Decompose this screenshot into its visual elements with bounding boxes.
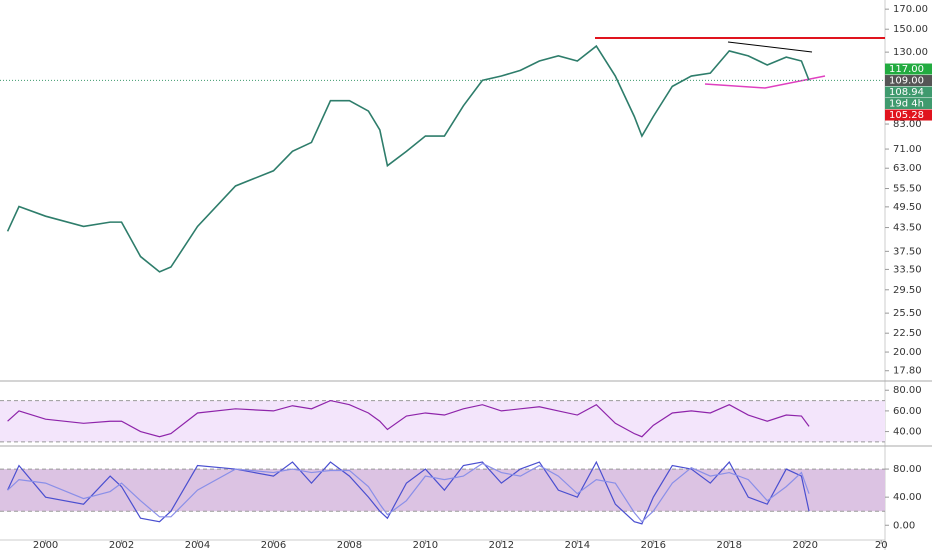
x-tick-label: 2014 — [565, 540, 590, 550]
y-tick-label: 40.00 — [893, 427, 922, 438]
band — [0, 400, 885, 442]
trend-line — [704, 75, 826, 89]
y-tick-label: 60.00 — [893, 406, 922, 417]
price-label: 19d 4h — [889, 99, 924, 110]
price-label-box — [885, 109, 932, 121]
y-tick-label: 130.00 — [893, 47, 928, 58]
series-line — [7, 460, 810, 525]
x-tick-label: 2020 — [793, 540, 818, 550]
y-tick-label: 170.00 — [893, 4, 928, 15]
y-tick-label: 29.50 — [893, 285, 922, 296]
price-label: 109.00 — [889, 76, 924, 87]
y-tick-label: 22.50 — [893, 328, 922, 339]
y-tick-label: 43.50 — [893, 223, 922, 234]
y-tick-label: 17.80 — [893, 366, 922, 377]
price-label: 108.94 — [889, 87, 924, 98]
x-tick-label: 2016 — [641, 540, 666, 550]
y-tick-label: 25.50 — [893, 308, 922, 319]
y-tick-label: 20.00 — [893, 347, 922, 358]
series-line — [7, 399, 810, 438]
series-line — [6, 44, 810, 273]
price-label-box — [885, 86, 932, 98]
y-tick-label: 80.00 — [893, 464, 922, 475]
price-label-box — [885, 75, 932, 87]
y-tick-label: 37.50 — [893, 246, 922, 257]
y-tick-label: 83.00 — [893, 119, 922, 130]
y-tick-label: 40.00 — [893, 492, 922, 503]
y-tick-label: 150.00 — [893, 24, 928, 35]
price-label: 105.28 — [889, 110, 924, 121]
y-tick-label: 71.00 — [893, 144, 922, 155]
x-tick-label: 2004 — [185, 540, 210, 550]
price-label-box — [885, 98, 932, 110]
price-label: 117.00 — [889, 64, 924, 75]
y-tick-label: 55.50 — [893, 184, 922, 195]
y-tick-label: 63.00 — [893, 163, 922, 174]
x-tick-label: 2000 — [33, 540, 58, 550]
y-tick-label: 33.50 — [893, 264, 922, 275]
series-line — [7, 462, 810, 523]
y-tick-label: 0.00 — [893, 520, 915, 531]
x-tick-label: 2008 — [337, 540, 362, 550]
y-tick-label: 80.00 — [893, 385, 922, 396]
x-tick-label: 2012 — [489, 540, 514, 550]
trend-line — [727, 41, 813, 53]
y-tick-label: 49.50 — [893, 202, 922, 213]
x-tick-label: 2002 — [109, 540, 134, 550]
price-label-box — [885, 63, 932, 75]
x-tick-label: 2006 — [261, 540, 286, 550]
x-tick-label: 20 — [875, 540, 888, 550]
x-tick-label: 2018 — [717, 540, 742, 550]
x-tick-label: 2010 — [413, 540, 438, 550]
